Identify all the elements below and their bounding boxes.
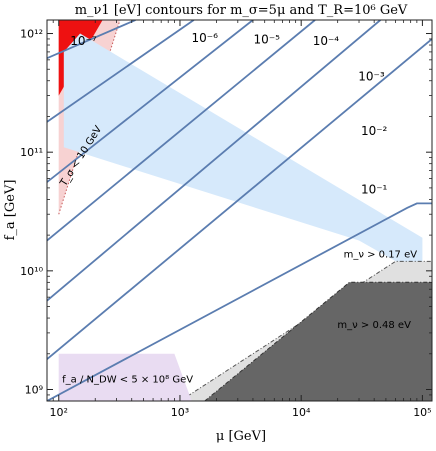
y-tick-label: 10¹⁰ — [20, 265, 43, 278]
y-tick-label: 10⁹ — [25, 384, 43, 397]
x-tick-label: 10⁴ — [292, 406, 311, 419]
chart-title: m_ν1 [eV] contours for m_σ=5μ and T_R=10… — [75, 3, 408, 18]
contour-label: 10⁻⁵ — [254, 33, 281, 47]
region-light-gray-boundary — [179, 260, 432, 401]
region-label-m-nu-048: m_ν > 0.48 eV — [337, 320, 411, 331]
contours-layer — [47, 20, 432, 401]
contour-line — [47, 20, 316, 242]
x-tick-label: 10⁵ — [413, 406, 431, 419]
contour-label: 10⁻⁴ — [313, 34, 340, 48]
contour-line — [47, 20, 195, 123]
contour-label: 10⁻¹ — [361, 182, 388, 196]
ticks-layer: 10² 10³ 10⁴ 10⁵ 10⁹ 10¹⁰ 10¹¹ 10¹² — [20, 20, 432, 419]
region-label-m-nu-017: m_ν > 0.17 eV — [344, 249, 418, 260]
x-tick-label: 10³ — [171, 406, 189, 419]
contour-label: 10⁻⁷ — [70, 34, 97, 48]
x-axis-label: μ [GeV] — [216, 429, 266, 444]
contour-line — [47, 38, 432, 360]
contour-label: 10⁻⁶ — [191, 31, 218, 45]
y-tick-label: 10¹¹ — [20, 146, 43, 159]
region-blue — [63, 33, 423, 277]
x-tick-label: 10² — [50, 406, 68, 419]
contour-line — [47, 20, 381, 302]
contour-label: 10⁻³ — [358, 70, 385, 84]
y-axis-label: f_a [GeV] — [3, 180, 18, 241]
plot-frame — [46, 19, 433, 402]
y-tick-label: 10¹² — [20, 28, 43, 41]
regions-layer — [58, 20, 432, 401]
contour-line — [47, 20, 254, 183]
region-purple — [58, 353, 192, 401]
contour-label: 10⁻² — [361, 124, 388, 138]
region-label-fa-ndw: f_a / N_DW < 5 × 10⁸ GeV — [62, 374, 193, 385]
contour-line — [47, 20, 136, 60]
contour-line — [47, 202, 432, 401]
region-dark-gray — [204, 282, 432, 401]
